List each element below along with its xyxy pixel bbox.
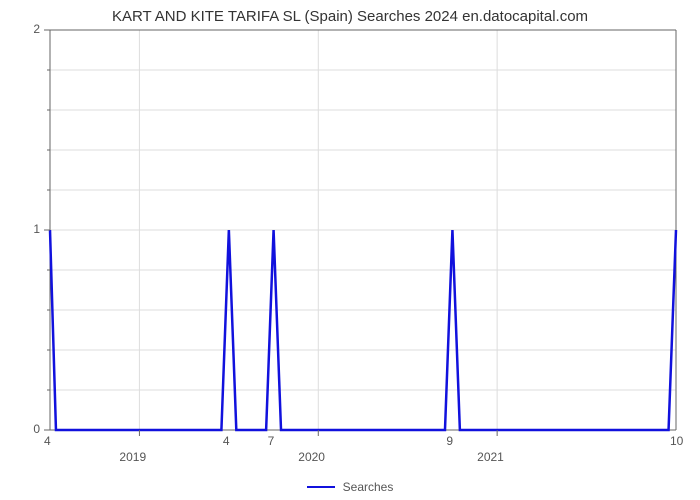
ytick-label: 2 [33,22,40,36]
xtick-point-label: 4 [44,434,51,448]
series-line [50,230,676,430]
chart-svg [0,0,700,500]
ytick-label: 0 [33,422,40,436]
xtick-point-label: 7 [268,434,275,448]
ticks-layer [44,30,497,436]
xtick-year-label: 2019 [119,450,146,464]
grid-layer [50,30,676,430]
series-layer [50,230,676,430]
ytick-label: 1 [33,222,40,236]
legend: Searches [0,480,700,494]
xtick-year-label: 2020 [298,450,325,464]
xtick-year-label: 2021 [477,450,504,464]
chart-root: KART AND KITE TARIFA SL (Spain) Searches… [0,0,700,500]
xtick-point-label: 9 [446,434,453,448]
xtick-point-label: 4 [223,434,230,448]
legend-swatch [307,486,335,488]
legend-label: Searches [343,480,394,494]
xtick-point-label: 10 [670,434,683,448]
